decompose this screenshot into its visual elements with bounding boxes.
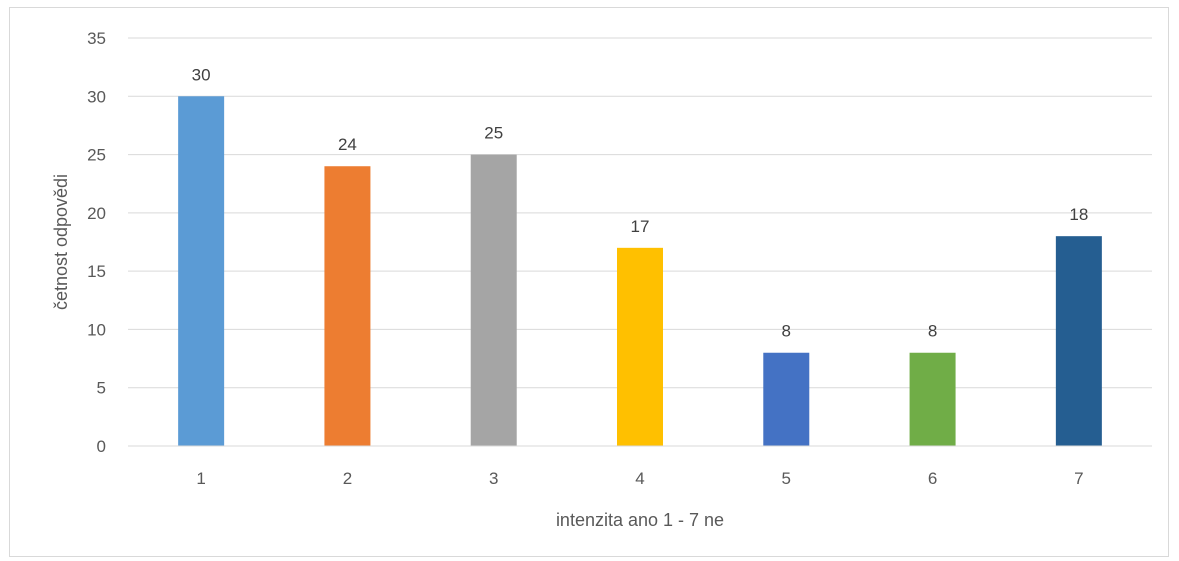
x-tick-label-4: 4 [635,469,644,488]
x-tick-label-6: 6 [928,469,937,488]
x-tick-label-1: 1 [196,469,205,488]
y-tick-label: 10 [87,320,106,339]
y-tick-label: 0 [97,437,106,456]
x-tick-label-5: 5 [782,469,791,488]
data-label-6: 8 [928,322,937,341]
data-label-3: 25 [484,124,503,143]
bar-2 [324,166,371,446]
x-tick-label-3: 3 [489,469,498,488]
data-label-4: 17 [631,217,650,236]
x-tick-label-2: 2 [343,469,352,488]
bar-7 [1055,236,1102,446]
data-label-5: 8 [782,322,791,341]
x-axis-ticks: 1 2 3 4 5 6 7 [196,469,1083,488]
y-tick-label: 5 [97,379,106,398]
bars [178,96,1102,447]
gridlines [128,37,1152,389]
y-tick-label: 30 [87,87,106,106]
y-tick-label: 35 [87,29,106,48]
y-tick-label: 15 [87,262,106,281]
x-axis-title: intenzita ano 1 - 7 ne [556,510,724,530]
data-label-2: 24 [338,135,357,154]
bar-6 [909,352,956,446]
y-axis-ticks: 0 5 10 15 20 25 30 35 [87,29,106,456]
y-tick-label: 20 [87,204,106,223]
y-axis-title: četnost odpovědi [51,174,71,310]
data-labels: 30 24 25 17 8 8 18 [192,65,1089,340]
bar-1 [178,96,225,447]
bar-3 [470,154,517,447]
data-label-7: 18 [1069,205,1088,224]
bar-5 [763,352,810,446]
x-tick-label-7: 7 [1074,469,1083,488]
bar-4 [617,247,663,446]
data-label-1: 30 [192,65,211,84]
y-tick-label: 25 [87,146,106,165]
